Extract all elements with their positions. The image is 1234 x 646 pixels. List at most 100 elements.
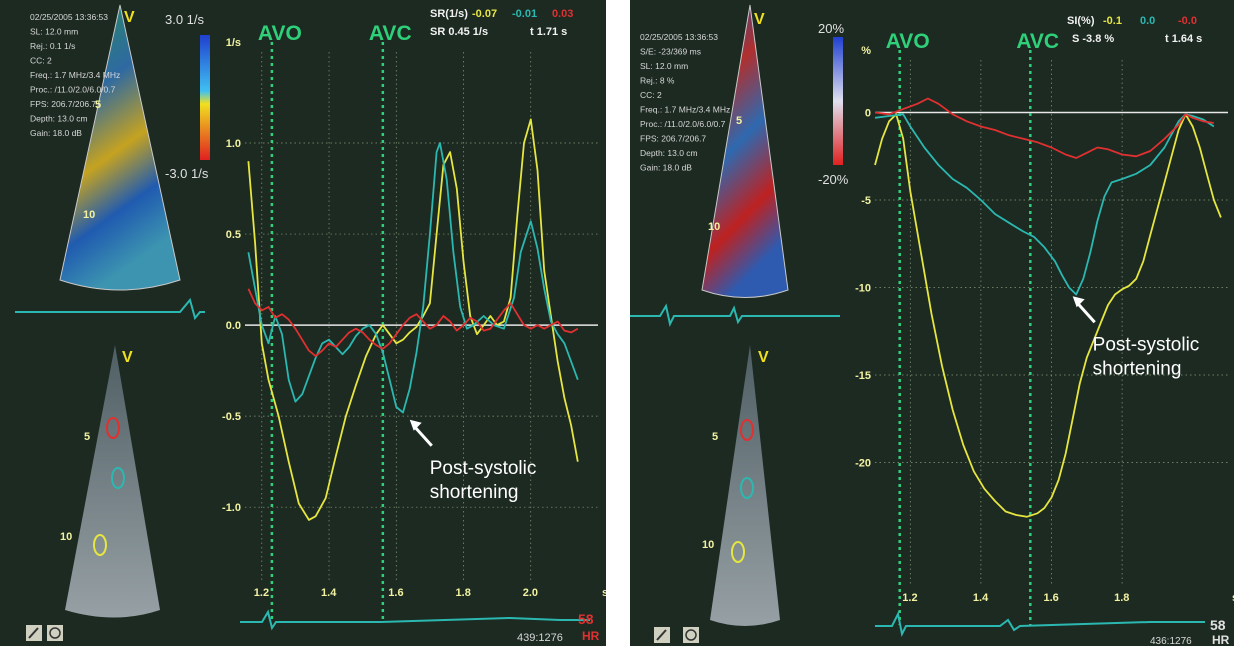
header-s: S -3.8 % <box>1072 33 1114 45</box>
series-line-0 <box>247 118 579 521</box>
acquisition-info: 02/25/2005 13:36:53 S/E: -23/369 ms SL: 12… <box>640 32 730 173</box>
info-line: SL: 12.0 mm <box>640 61 688 71</box>
series-line-2 <box>874 97 1215 159</box>
frame-counter: 439:1276 <box>517 632 563 644</box>
series-line-2 <box>247 288 579 357</box>
x-tick-label: 1.8 <box>456 587 471 599</box>
info-line: CC: 2 <box>30 56 52 66</box>
y-tick-label: 0 <box>865 108 871 120</box>
info-line: 02/25/2005 13:36:53 <box>30 12 108 22</box>
event-label-avo: AVO <box>886 30 930 53</box>
bmode-depth-5: 5 <box>84 431 90 443</box>
event-label-avc: AVC <box>1016 30 1059 53</box>
y-tick-label: -10 <box>855 283 871 295</box>
hr-label: HR <box>582 629 600 643</box>
series-line-0 <box>874 113 1222 518</box>
ecg-trace-bottom <box>240 609 590 631</box>
roi-cyan <box>111 467 125 489</box>
roi-yellow <box>731 541 745 563</box>
bmode-probe-label: V <box>122 349 133 366</box>
y-tick-label: 0.0 <box>226 320 241 332</box>
color-scale-bar <box>833 37 843 165</box>
probe-label: V <box>124 9 135 26</box>
frame-counter: 436:1276 <box>1150 636 1192 646</box>
strain-panel: V 5 10 20% -20% 02/25/2005 13:36:53 S/E: … <box>630 0 1234 646</box>
bmode-depth-5: 5 <box>712 431 718 443</box>
header-value-red: -0.0 <box>1178 15 1197 27</box>
series-line-1 <box>874 113 1215 296</box>
annotation-text: Post-systolic <box>1093 334 1200 355</box>
info-line: Gain: 18.0 dB <box>30 128 82 138</box>
x-tick-label: 1.6 <box>1044 592 1059 604</box>
info-line: FPS: 206.7/206.7 <box>640 134 706 144</box>
ecg-trace-bottom <box>875 610 1205 638</box>
x-unit-label: s <box>602 587 606 599</box>
annotation-text: shortening <box>430 482 519 503</box>
bmode-depth-10: 10 <box>702 539 714 551</box>
info-line: Freq.: 1.7 MHz/3.4 MHz <box>30 70 120 80</box>
event-label-avc: AVC <box>369 22 412 45</box>
info-line: Gain: 18.0 dB <box>640 163 692 173</box>
y-tick-label: 1.0 <box>226 138 241 150</box>
x-tick-label: 1.8 <box>1114 592 1129 604</box>
b-mode-sector <box>710 345 780 626</box>
header-quantity: SI(%) <box>1067 15 1095 27</box>
info-line: CC: 2 <box>640 90 662 100</box>
roi-red <box>740 419 754 441</box>
annotation-arrowhead <box>409 419 422 431</box>
panel-gutter <box>606 0 630 646</box>
y-unit-label: 1/s <box>226 37 241 49</box>
header-value-cyan: -0.01 <box>512 8 537 20</box>
hr-label: HR <box>1212 633 1230 646</box>
ecg-trace-top <box>630 303 840 327</box>
header-time: t 1.64 s <box>1165 33 1202 45</box>
annotation-text: Post-systolic <box>430 458 537 479</box>
depth-mark-5: 5 <box>736 115 742 127</box>
depth-mark-10: 10 <box>83 209 95 221</box>
hr-value: 58 <box>578 611 594 627</box>
info-line: Proc.: /11.0/2.0/6.0/0.7 <box>640 119 726 129</box>
info-line: 02/25/2005 13:36:53 <box>640 32 718 42</box>
acquisition-info: 02/25/2005 13:36:53 SL: 12.0 mm Rej.: 0.1 … <box>30 12 120 138</box>
header-value-yellow: -0.1 <box>1103 15 1122 27</box>
roi-red <box>106 417 120 439</box>
color-doppler-sector <box>702 5 788 298</box>
annotation-arrow <box>1075 301 1096 324</box>
x-tick-label: 2.0 <box>523 587 538 599</box>
strain-rate-plot: 1.2 1.4 1.6 1.8 2.0 1.0 0.5 0.0 -0.5 -1.0 1/s s AVO A… <box>222 22 606 620</box>
x-tick-label: 1.2 <box>254 587 269 599</box>
y-tick-label: -15 <box>855 370 871 382</box>
annotation-text: shortening <box>1093 358 1182 379</box>
y-unit-label: % <box>861 45 871 57</box>
info-line: Rej.: 0.1 1/s <box>30 41 75 51</box>
event-label-avo: AVO <box>258 22 302 45</box>
x-tick-label: 1.2 <box>902 592 917 604</box>
info-line: Rej.: 8 % <box>640 76 675 86</box>
scale-bottom-label: -3.0 1/s <box>165 166 209 181</box>
header-sr: SR 0.45 1/s <box>430 26 488 38</box>
header-time: t 1.71 s <box>530 26 567 38</box>
color-doppler-sector <box>60 5 180 290</box>
y-tick-label: -0.5 <box>222 411 241 423</box>
strain-rate-figure: V 10 5 3.0 1/s -3.0 1/s 02/25/2005 13:36… <box>15 4 606 644</box>
header-value-cyan: 0.0 <box>1140 15 1155 27</box>
roi-cyan <box>740 477 754 499</box>
x-tick-label: 1.4 <box>321 587 337 599</box>
info-line: S/E: -23/369 ms <box>640 47 701 57</box>
view-icon-glyph <box>49 627 61 639</box>
scale-bottom-label: -20% <box>818 172 849 187</box>
depth-mark-5: 5 <box>95 99 101 111</box>
pencil-icon-glyph <box>656 629 667 641</box>
pencil-icon-glyph <box>28 627 39 639</box>
depth-mark-10: 10 <box>708 221 720 233</box>
roi-yellow <box>93 534 107 556</box>
annotation-arrow <box>412 424 433 447</box>
annotation-arrowhead <box>1072 296 1085 308</box>
ecg-trace-top <box>15 297 205 321</box>
info-line: Depth: 13.0 cm <box>30 114 88 124</box>
info-line: Proc.: /11.0/2.0/6.0/0.7 <box>30 85 116 95</box>
scale-top-label: 3.0 1/s <box>165 12 205 27</box>
info-line: Depth: 13.0 cm <box>640 148 698 158</box>
bmode-probe-label: V <box>758 349 769 366</box>
strain-figure: V 5 10 20% -20% 02/25/2005 13:36:53 S/E: … <box>630 4 1234 646</box>
